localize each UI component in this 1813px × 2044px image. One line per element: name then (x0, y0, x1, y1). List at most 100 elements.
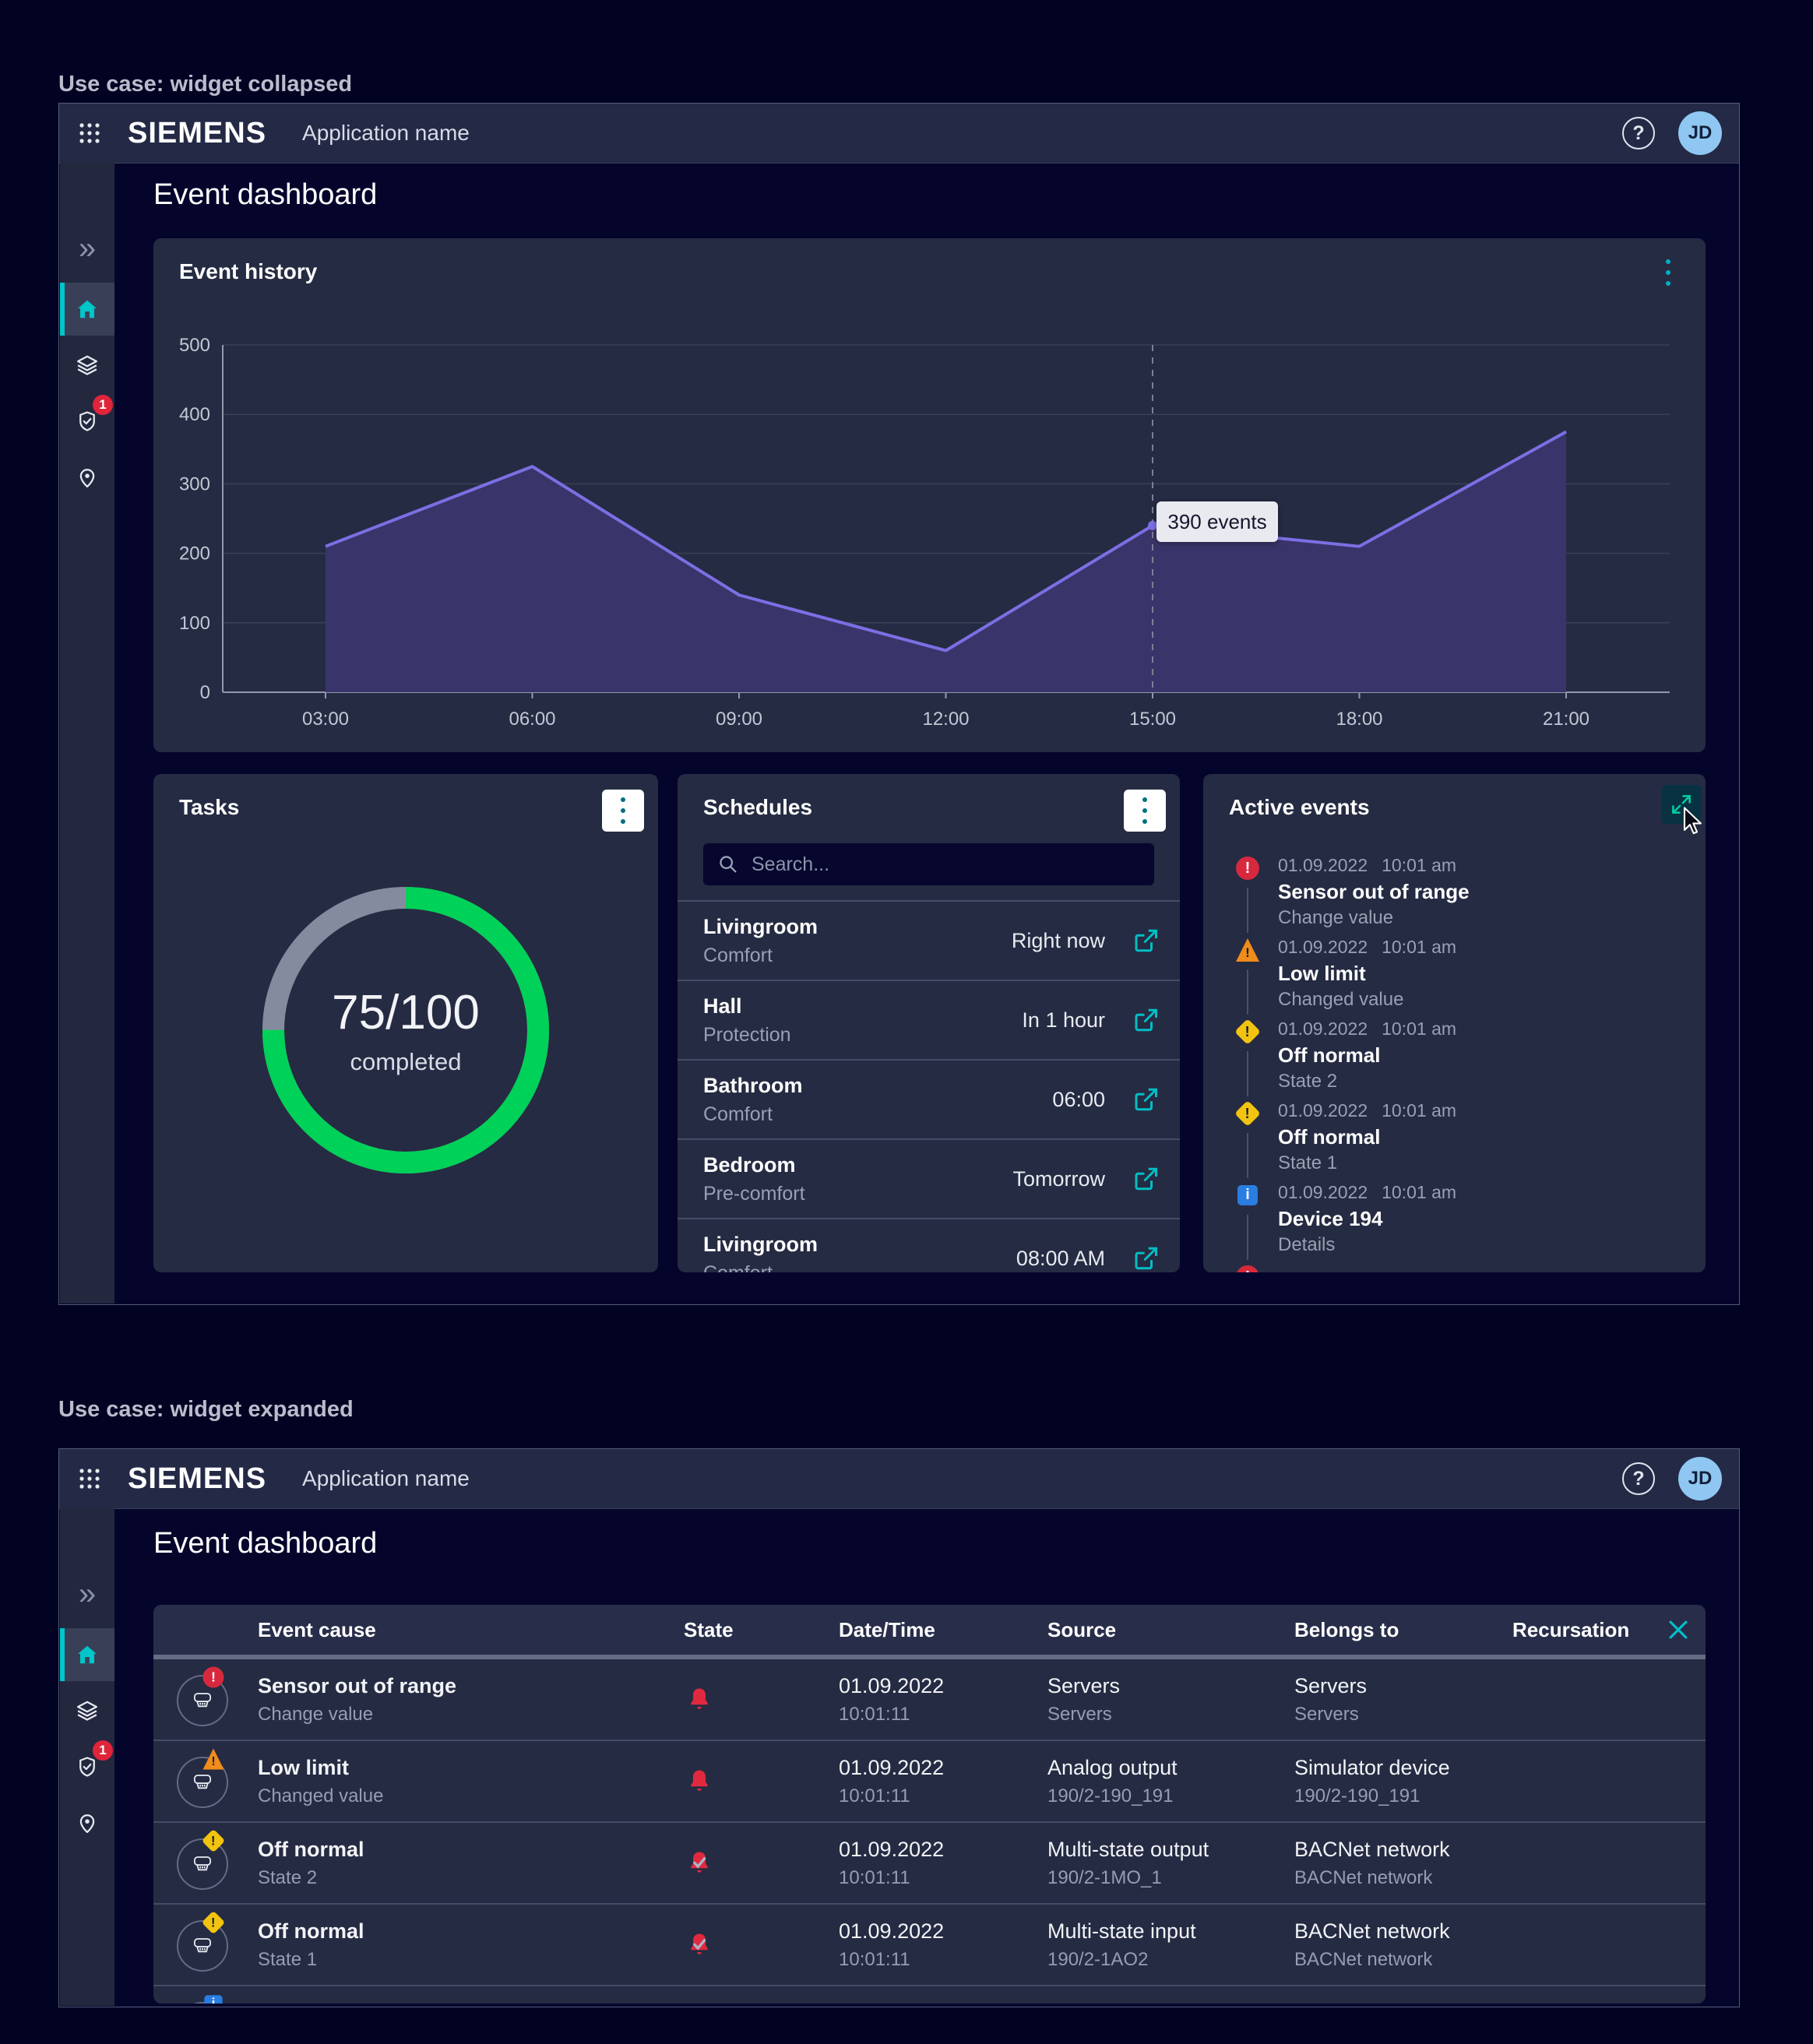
help-button[interactable]: ? (1622, 1462, 1655, 1495)
sidebar-item-locations[interactable] (60, 452, 114, 502)
schedule-mode: Comfort (703, 944, 773, 966)
table-row[interactable] (153, 1986, 1706, 2004)
schedule-room: Livingroom (703, 914, 818, 938)
device-avatar (177, 1757, 228, 1808)
location-pin-icon (79, 1814, 95, 1833)
datetime-cell: 01.09.2022 10:01:11 (839, 1756, 1047, 1807)
table-header: Event cause State Date/Time Source Belon… (153, 1605, 1706, 1655)
layers-icon (77, 355, 97, 375)
event-title: Sensor out of range (1278, 880, 1470, 903)
severity-icon (1236, 1265, 1259, 1272)
schedules-search (703, 843, 1154, 885)
event-cause-cell: Low limit Changed value (258, 1756, 632, 1807)
severity-badge-icon (204, 1995, 223, 2004)
expand-icon (1672, 795, 1691, 814)
sidebar-item-notifications[interactable]: 1 (60, 395, 114, 446)
belongs-to-cell: BACNet network BACNet network (1294, 1919, 1512, 1971)
app-launcher-icon[interactable] (78, 1467, 101, 1490)
belongs-to: BACNet network (1294, 1837, 1450, 1861)
datetime-cell: 01.09.2022 10:01:11 (839, 1919, 1047, 1971)
tasks-progress-caption: completed (350, 1047, 462, 1075)
help-button[interactable]: ? (1622, 117, 1655, 150)
source: Multi-state input (1047, 1919, 1196, 1943)
sidebar-collapse-button[interactable]: » (60, 223, 114, 273)
open-schedule-button[interactable] (1132, 1006, 1160, 1034)
source: Servers (1047, 1673, 1121, 1697)
svg-text:15:00: 15:00 (1129, 709, 1176, 730)
scroll-indicator[interactable] (153, 1655, 1706, 1659)
siemens-logo: SIEMENS (128, 116, 267, 150)
svg-text:500: 500 (179, 335, 210, 356)
source-sub: 190/2-1MO_1 (1047, 1866, 1162, 1888)
tasks-donut-chart: 75/100 completed (250, 874, 562, 1186)
device-cell (153, 1659, 258, 1740)
state-bell-icon (686, 1686, 713, 1714)
active-event-item[interactable] (1236, 1264, 1690, 1272)
external-link-icon (1135, 1247, 1157, 1270)
belongs-to-sub: 190/2-190_191 (1294, 1785, 1420, 1807)
open-schedule-button[interactable] (1132, 1165, 1160, 1193)
svg-text:21:00: 21:00 (1543, 709, 1589, 730)
schedule-row[interactable]: Livingroom Comfort 08:00 AM (678, 1218, 1180, 1272)
source-sub: Servers (1047, 1703, 1112, 1725)
sidebar-item-home[interactable] (60, 283, 114, 336)
schedule-row[interactable]: Hall Protection In 1 hour (678, 980, 1180, 1059)
source-cell: Multi-state input 190/2-1AO2 (1047, 1919, 1294, 1971)
belongs-to-sub: BACNet network (1294, 1866, 1433, 1888)
open-schedule-button[interactable] (1132, 927, 1160, 955)
table-row[interactable]: Sensor out of range Change value (153, 1659, 1706, 1741)
kebab-menu-button[interactable] (602, 790, 644, 832)
search-input[interactable] (703, 843, 1154, 885)
double-chevron-right-icon: » (78, 1577, 97, 1611)
source-cell: Analog output 190/2-190_191 (1047, 1756, 1294, 1807)
expand-widget-button[interactable] (1662, 785, 1701, 824)
kebab-menu-icon[interactable] (1653, 257, 1684, 288)
table-row[interactable]: Low limit Changed value 0 (153, 1741, 1706, 1823)
sidebar-item-home[interactable] (60, 1628, 114, 1681)
event-history-chart[interactable]: 0 100 200 300 400 500 03:00 06:00 09:00 12:00 15:0… (153, 238, 1706, 752)
svg-text:0: 0 (200, 682, 210, 703)
close-icon (1669, 1620, 1688, 1639)
sidebar-item-notifications[interactable]: 1 (60, 1740, 114, 1792)
app-window-collapsed: SIEMENS Application name ? JD » 1 (58, 103, 1740, 1305)
avatar[interactable]: JD (1678, 111, 1722, 155)
app-launcher-icon[interactable] (78, 121, 101, 145)
schedule-row[interactable]: Livingroom Comfort Right now (678, 900, 1180, 980)
event-date: 01.09.2022 (839, 1755, 945, 1779)
table-row[interactable]: Off normal State 2 01.09. (153, 1823, 1706, 1905)
kebab-menu-button[interactable] (1124, 790, 1166, 832)
open-schedule-button[interactable] (1132, 1244, 1160, 1272)
close-widget-button[interactable] (1665, 1617, 1692, 1643)
tasks-widget: Tasks 75/100 completed (153, 774, 658, 1272)
event-cause: Low limit (258, 1755, 349, 1779)
sidebar-item-locations[interactable] (60, 1798, 114, 1848)
severity-icon (1236, 938, 1259, 962)
event-cause: Off normal (258, 1837, 364, 1861)
event-title: Low limit (1278, 962, 1366, 985)
schedule-mode: Comfort (703, 1103, 773, 1125)
sidebar-collapse-button[interactable]: » (60, 1569, 114, 1619)
avatar[interactable]: JD (1678, 1457, 1722, 1500)
sidebar-item-layers[interactable] (60, 1686, 114, 1736)
app-header: SIEMENS Application name ? JD (59, 104, 1739, 164)
schedule-row[interactable]: Bathroom Comfort 06:00 (678, 1059, 1180, 1138)
table-row[interactable]: Off normal State 1 01.09. (153, 1905, 1706, 1986)
svg-text:200: 200 (179, 544, 210, 565)
severity-icon (1236, 857, 1259, 880)
widget-title: Schedules (703, 795, 813, 819)
event-cause-sub: State 2 (258, 1866, 318, 1888)
severity-icon (1234, 1100, 1261, 1127)
widget-title: Active events (1229, 795, 1370, 819)
sidebar-item-layers[interactable] (60, 340, 114, 390)
open-schedule-button[interactable] (1132, 1085, 1160, 1113)
event-datetime: 01.09.2022 10:01 am (1278, 937, 1457, 957)
double-chevron-right-icon: » (78, 231, 97, 266)
home-icon (78, 300, 97, 318)
event-cause-sub: State 1 (258, 1948, 318, 1970)
schedule-row[interactable]: Bedroom Pre-comfort Tomorrow (678, 1138, 1180, 1218)
